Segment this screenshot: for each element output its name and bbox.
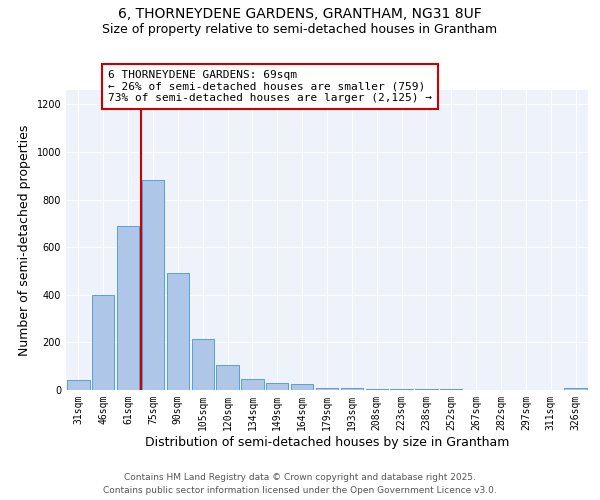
Bar [565,388,587,390]
X-axis label: Distribution of semi-detached houses by size in Grantham: Distribution of semi-detached houses by … [145,436,509,448]
Bar [67,380,89,390]
Text: 6, THORNEYDENE GARDENS, GRANTHAM, NG31 8UF: 6, THORNEYDENE GARDENS, GRANTHAM, NG31 8… [118,8,482,22]
Bar [191,339,214,390]
Bar [266,383,289,390]
Bar [316,388,338,390]
Bar [142,180,164,390]
Text: Contains HM Land Registry data © Crown copyright and database right 2025.
Contai: Contains HM Land Registry data © Crown c… [103,474,497,495]
Bar [341,388,363,390]
Y-axis label: Number of semi-detached properties: Number of semi-detached properties [18,124,31,356]
Bar [167,274,189,390]
Text: 6 THORNEYDENE GARDENS: 69sqm
← 26% of semi-detached houses are smaller (759)
73%: 6 THORNEYDENE GARDENS: 69sqm ← 26% of se… [108,70,432,103]
Bar [365,389,388,390]
Bar [217,365,239,390]
Bar [241,380,263,390]
Bar [291,384,313,390]
Bar [92,295,115,390]
Bar [117,226,139,390]
Text: Size of property relative to semi-detached houses in Grantham: Size of property relative to semi-detach… [103,22,497,36]
